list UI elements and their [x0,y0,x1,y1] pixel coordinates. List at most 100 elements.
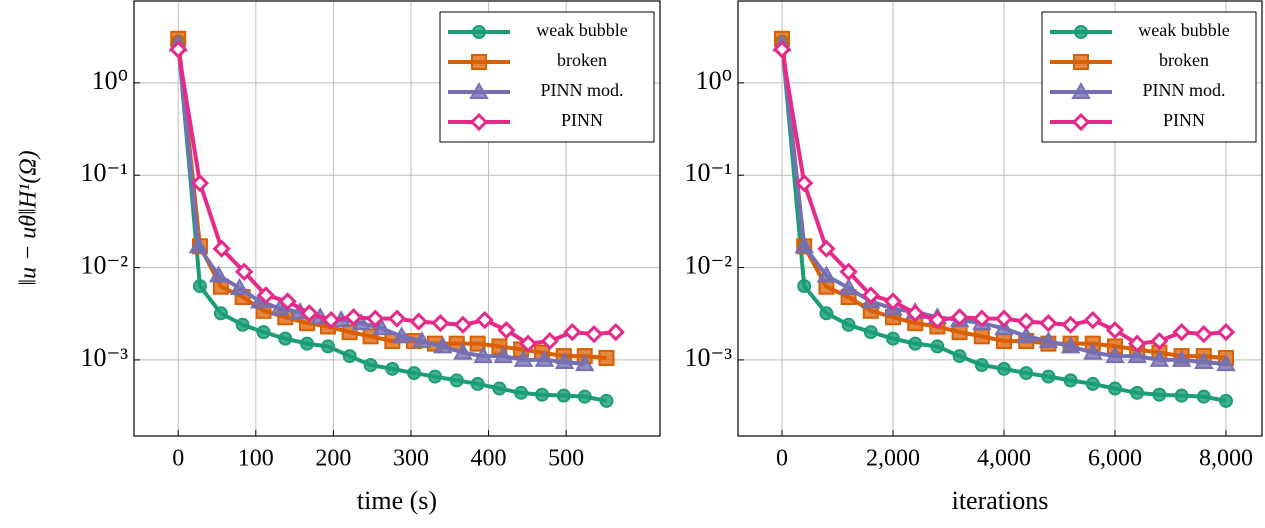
marker [472,25,486,39]
marker [1149,349,1170,367]
marker [1130,385,1145,400]
marker [412,331,432,349]
marker [1196,389,1211,404]
marker [995,333,1012,350]
marker [1041,369,1056,384]
marker [473,346,493,364]
marker [471,54,487,70]
marker [839,262,858,281]
marker [469,112,489,132]
marker [192,279,207,294]
marker [1071,112,1091,132]
marker [1083,342,1103,360]
marker [1107,381,1122,396]
marker [1171,349,1192,367]
marker [1085,376,1100,391]
marker [1074,25,1088,39]
x-tick-label: 2,000 [866,446,920,472]
marker [518,334,538,353]
y-axis-label: ‖u − uθ‖H¹(Ω) [16,150,42,285]
marker [930,339,945,354]
x-tick-label: 500 [548,446,584,472]
marker [453,342,473,360]
marker [952,349,967,364]
marker [794,236,814,254]
marker [371,318,392,336]
marker [235,317,250,332]
marker [795,174,814,193]
marker [1194,325,1213,344]
marker [256,325,271,340]
marker [387,309,407,328]
marker [861,286,880,305]
x-tick-label: 0 [776,446,788,472]
marker [1073,54,1089,70]
marker [475,310,494,330]
marker [1019,366,1034,381]
marker [493,346,514,364]
marker [575,354,595,372]
y-tick-label: 10⁻³ [684,343,732,372]
marker [300,336,315,351]
marker [1127,346,1147,364]
plot-frame [133,0,661,437]
marker [819,306,834,321]
marker [256,286,276,305]
marker [908,336,923,351]
marker [772,40,792,59]
legend-label: PINN mod. [1142,80,1225,100]
x-tick-label: 0 [172,446,184,472]
legend-label: weak bubble [536,20,627,40]
marker [190,174,210,193]
marker [540,331,559,351]
marker [1060,336,1081,354]
marker [1194,351,1214,369]
marker [407,366,422,381]
marker [1218,393,1233,408]
marker [928,310,947,330]
marker [449,373,464,388]
marker [841,317,856,332]
x-axis-label: time (s) [357,486,437,515]
x-tick-label: 100 [238,446,274,472]
marker [797,279,812,294]
marker [863,325,878,340]
marker [1061,315,1080,334]
marker [554,351,575,369]
y-tick-label: 10⁰ [696,66,732,95]
marker [886,331,901,346]
marker [1174,388,1189,403]
marker [1152,387,1167,402]
marker [1150,331,1169,351]
legend-label: PINN [1163,110,1205,130]
marker [469,335,486,352]
y-tick-label: 10⁻² [684,251,732,280]
marker [385,361,400,376]
marker [1105,346,1125,364]
marker [599,393,614,408]
marker [1128,334,1147,353]
marker [229,278,250,296]
marker [973,328,990,345]
marker [469,81,489,99]
marker [1105,321,1125,340]
marker [366,309,385,328]
marker [342,349,357,364]
marker [1017,312,1036,331]
y-tick-label: 10⁻² [80,251,128,280]
y-tick-label: 10⁻¹ [80,158,128,187]
marker [169,40,188,59]
marker [951,324,968,341]
legend-label: PINN [561,110,603,130]
marker [492,381,507,396]
marker [1016,326,1036,344]
marker [497,321,516,340]
x-tick-label: 4,000 [977,446,1031,472]
marker [409,312,428,331]
legend-label: broken [1159,50,1209,70]
marker [363,358,378,373]
marker [883,292,903,311]
marker [300,304,319,323]
marker [1216,322,1236,342]
marker [994,309,1014,328]
